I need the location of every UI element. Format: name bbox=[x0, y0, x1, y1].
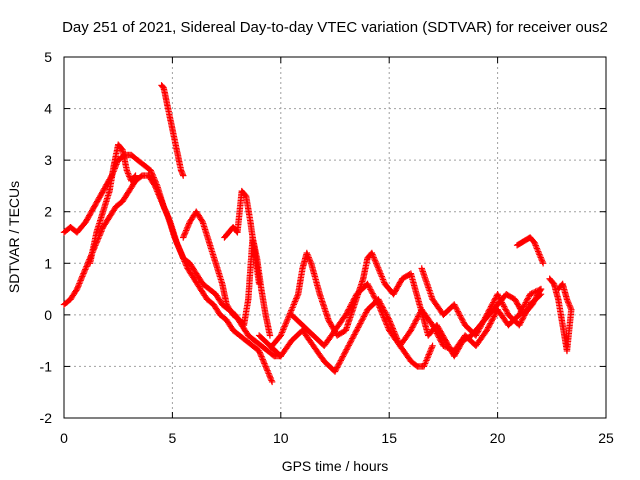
series-track-10 bbox=[513, 234, 547, 267]
series-markers bbox=[87, 142, 138, 265]
x-tick-label: 20 bbox=[490, 430, 506, 446]
series-track-9 bbox=[418, 265, 545, 339]
x-tick-label: 5 bbox=[169, 430, 177, 446]
series-markers bbox=[289, 281, 436, 370]
series-markers bbox=[61, 172, 275, 384]
x-tick-label: 15 bbox=[381, 430, 397, 446]
series-track-7 bbox=[255, 285, 545, 375]
y-tick-label: 3 bbox=[44, 152, 52, 168]
series-markers bbox=[159, 83, 186, 178]
axis-ticks bbox=[63, 56, 607, 419]
series-track-3 bbox=[158, 82, 187, 179]
series-track-12 bbox=[86, 141, 139, 267]
series-markers bbox=[222, 188, 263, 286]
y-tick-label: 1 bbox=[44, 255, 52, 271]
y-axis-label: SDTVAR / TECUs bbox=[6, 181, 22, 293]
series-track-8 bbox=[288, 280, 436, 370]
x-tick-label: 10 bbox=[273, 430, 289, 446]
series-track-11 bbox=[546, 275, 575, 355]
series-markers bbox=[547, 276, 575, 353]
x-tick-labels: 0 5 10 15 20 25 bbox=[60, 430, 614, 446]
series-markers bbox=[257, 286, 543, 374]
y-tick-label: 2 bbox=[44, 204, 52, 220]
y-tick-label: 4 bbox=[44, 101, 52, 117]
y-tick-label: 5 bbox=[44, 49, 52, 65]
series-markers bbox=[515, 234, 546, 265]
x-tick-label: 0 bbox=[60, 430, 68, 446]
y-tick-label: -1 bbox=[40, 358, 53, 374]
series-track-5 bbox=[221, 187, 263, 288]
y-tick-labels: -2 -1 0 1 2 3 4 5 bbox=[40, 49, 53, 426]
data-series bbox=[60, 82, 575, 386]
y-tick-label: -2 bbox=[40, 410, 53, 426]
y-tick-label: 0 bbox=[44, 307, 52, 323]
series-track-4 bbox=[180, 208, 274, 339]
series-markers bbox=[419, 266, 544, 338]
plot-area-frame bbox=[63, 56, 607, 419]
chart-title: Day 251 of 2021, Sidereal Day-to-day VTE… bbox=[62, 19, 608, 36]
x-axis-label: GPS time / hours bbox=[282, 458, 389, 474]
x-tick-label: 25 bbox=[598, 430, 614, 446]
